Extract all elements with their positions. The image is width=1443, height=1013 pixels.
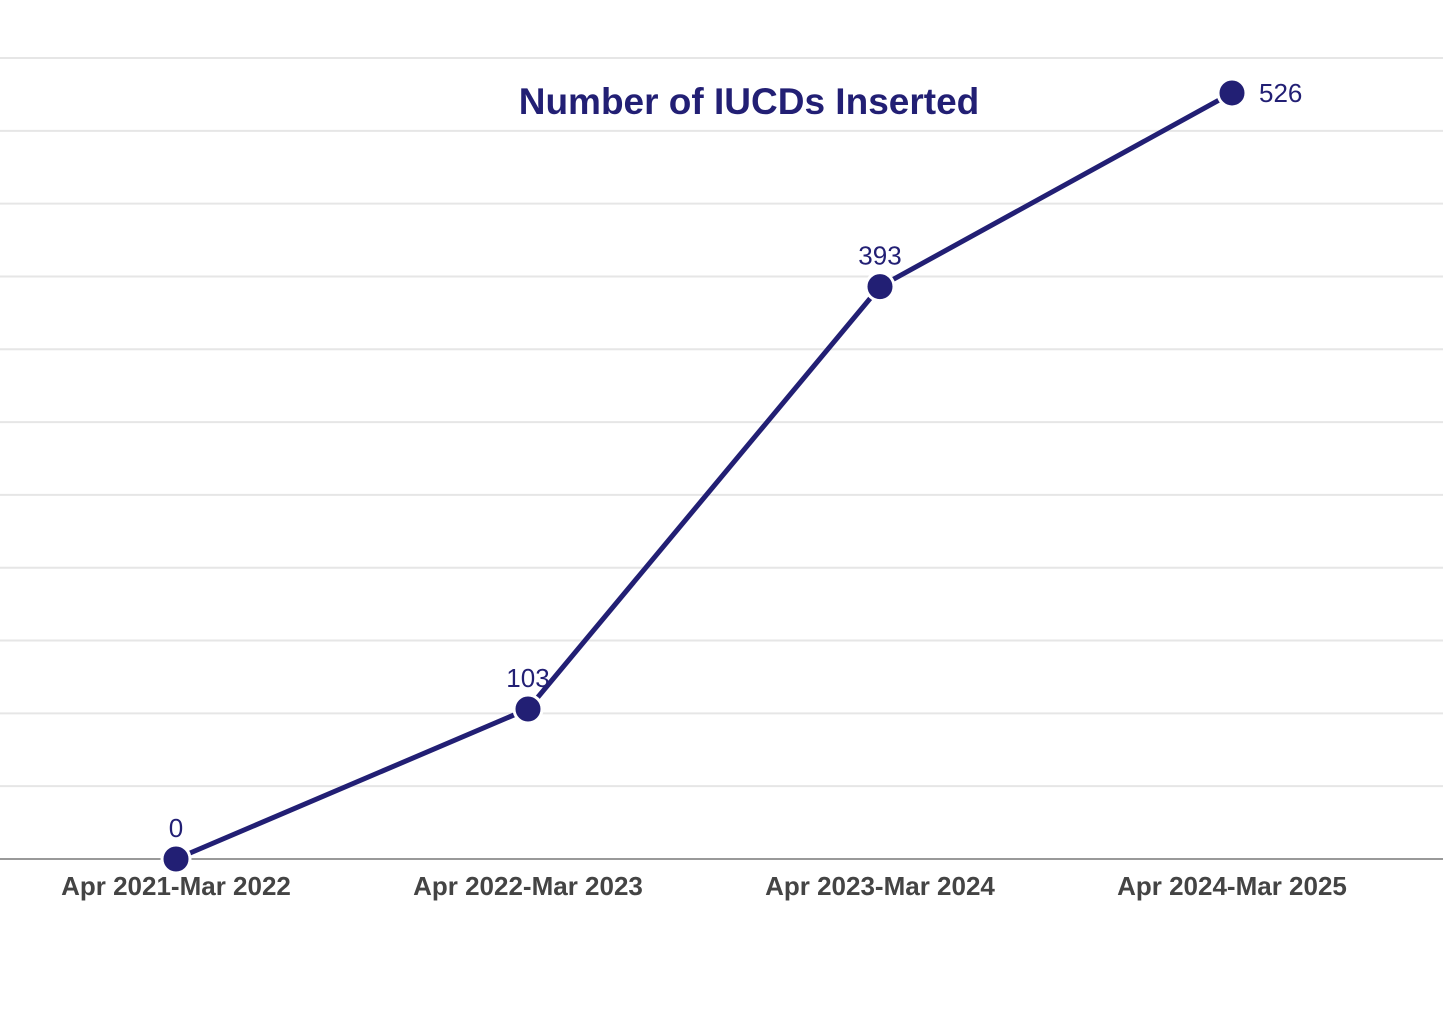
series-layer (160, 77, 1248, 875)
x-tick-label: Apr 2021-Mar 2022 (61, 871, 291, 901)
x-axis-tick-labels: Apr 2021-Mar 2022 Apr 2022-Mar 2023 Apr 20… (61, 871, 1347, 901)
series-line (173, 90, 1235, 862)
data-point (1216, 77, 1248, 109)
x-tick-label: Apr 2022-Mar 2023 (413, 871, 643, 901)
data-label: 103 (506, 663, 549, 693)
x-tick-label: Apr 2024-Mar 2025 (1117, 871, 1347, 901)
chart-title: Number of IUCDs Inserted (519, 81, 980, 122)
data-point (160, 843, 192, 875)
data-point (864, 271, 896, 303)
gridlines (0, 57, 1443, 788)
x-tick-label: Apr 2023-Mar 2024 (765, 871, 995, 901)
data-point (512, 693, 544, 725)
data-label: 526 (1259, 78, 1302, 108)
data-labels: 0 103 393 526 (169, 78, 1303, 843)
data-label: 393 (858, 241, 901, 271)
data-label: 0 (169, 813, 183, 843)
